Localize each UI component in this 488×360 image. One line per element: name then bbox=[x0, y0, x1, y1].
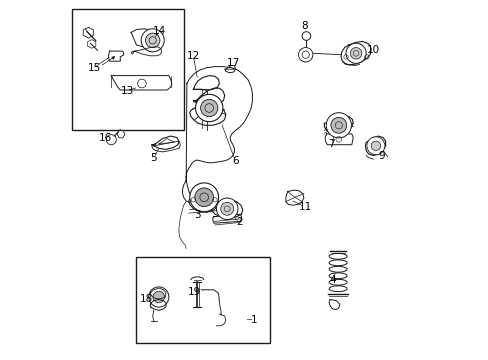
Text: 14: 14 bbox=[153, 26, 166, 36]
Bar bbox=[72, 9, 183, 130]
Text: 6: 6 bbox=[232, 156, 238, 166]
Circle shape bbox=[145, 33, 160, 48]
Circle shape bbox=[346, 43, 366, 63]
Bar bbox=[136, 257, 269, 343]
Text: 9: 9 bbox=[378, 150, 385, 161]
Circle shape bbox=[216, 198, 238, 220]
Circle shape bbox=[141, 29, 164, 52]
Text: 12: 12 bbox=[186, 51, 200, 61]
Circle shape bbox=[195, 94, 223, 122]
Text: 13: 13 bbox=[121, 86, 134, 96]
Circle shape bbox=[220, 202, 233, 215]
Text: 3: 3 bbox=[193, 210, 200, 220]
Circle shape bbox=[330, 117, 346, 133]
Text: 1: 1 bbox=[251, 315, 257, 325]
Text: 7: 7 bbox=[327, 139, 334, 149]
Circle shape bbox=[325, 113, 351, 138]
Circle shape bbox=[200, 99, 218, 117]
Text: 19: 19 bbox=[188, 287, 201, 297]
Text: 10: 10 bbox=[366, 45, 379, 55]
Text: 8: 8 bbox=[301, 21, 307, 31]
Text: 18: 18 bbox=[140, 294, 153, 304]
Text: 17: 17 bbox=[226, 58, 239, 68]
Text: 11: 11 bbox=[298, 202, 311, 212]
Circle shape bbox=[148, 287, 168, 307]
Circle shape bbox=[370, 141, 380, 150]
Circle shape bbox=[366, 137, 384, 155]
Circle shape bbox=[298, 48, 312, 62]
Text: 5: 5 bbox=[150, 153, 157, 163]
Circle shape bbox=[194, 188, 213, 207]
Text: 16: 16 bbox=[99, 132, 112, 143]
Text: 2: 2 bbox=[235, 217, 242, 228]
Circle shape bbox=[153, 291, 164, 303]
Text: 4: 4 bbox=[329, 275, 335, 285]
Polygon shape bbox=[117, 131, 125, 138]
Circle shape bbox=[189, 183, 218, 212]
Circle shape bbox=[349, 48, 361, 59]
Text: 15: 15 bbox=[87, 63, 101, 73]
